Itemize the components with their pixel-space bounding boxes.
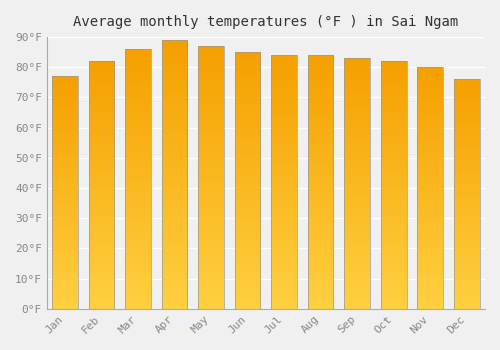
Title: Average monthly temperatures (°F ) in Sai Ngam: Average monthly temperatures (°F ) in Sa… (74, 15, 458, 29)
